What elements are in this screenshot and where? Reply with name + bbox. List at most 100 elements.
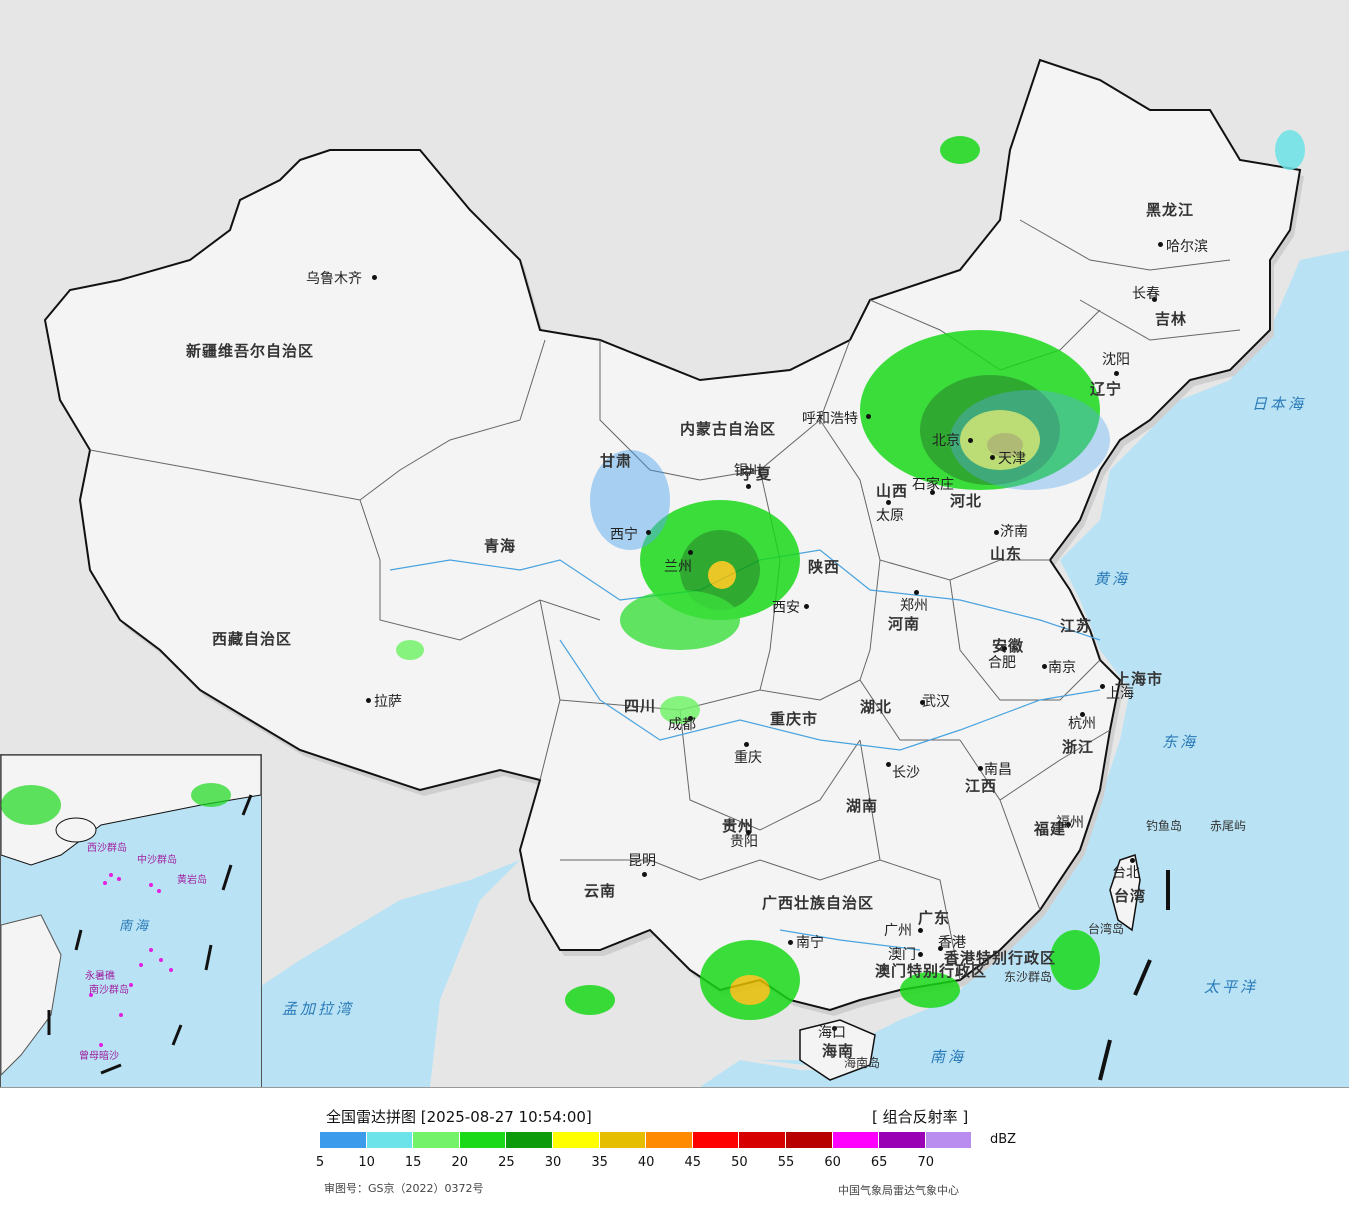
inset-canvas	[1, 755, 261, 1076]
approval-number: 审图号：GS京（2022）0372号	[324, 1182, 484, 1195]
color-tick-label: 65	[870, 1155, 888, 1170]
city-label: 济南	[1000, 524, 1028, 540]
province-label: 重庆市	[770, 710, 819, 728]
city-label: 重庆	[734, 750, 762, 766]
color-swatch	[925, 1132, 972, 1148]
city-dot	[1002, 646, 1007, 651]
city-label: 银川	[734, 463, 762, 479]
city-label: 北京	[932, 433, 960, 449]
color-tick-label: 15	[404, 1155, 422, 1170]
island-label: 赤尾屿	[1210, 819, 1247, 833]
province-label: 西藏自治区	[212, 630, 293, 648]
city-label: 长沙	[892, 765, 920, 781]
province-label: 四川	[624, 697, 657, 715]
city-dot	[920, 700, 925, 705]
city-dot	[1114, 371, 1119, 376]
city-dot	[1152, 297, 1157, 302]
city-label: 澳门	[888, 947, 916, 963]
city-dot	[746, 830, 751, 835]
sea-area	[760, 250, 1349, 1087]
city-label: 合肥	[988, 655, 1016, 671]
city-label: 福州	[1056, 815, 1084, 831]
city-dot	[688, 716, 693, 721]
city-label: 海口	[818, 1025, 846, 1041]
city-label: 太原	[876, 508, 904, 524]
city-label: 沈阳	[1102, 352, 1130, 368]
echo	[730, 975, 770, 1005]
province-label: 福建	[1034, 820, 1067, 838]
province-label: 上海市	[1115, 670, 1164, 688]
color-swatch	[832, 1132, 879, 1148]
taiwan-island	[1109, 854, 1141, 932]
city-dot	[930, 490, 935, 495]
city-dot	[366, 698, 371, 703]
dash-line	[1098, 870, 1170, 1081]
echo	[396, 640, 424, 660]
legend-panel: 全国雷达拼图 [2025-08-27 10:54:00] [ 组合反射率 ] d…	[0, 1088, 1349, 1208]
city-dot	[918, 952, 923, 957]
sea-label: 东海	[1162, 733, 1199, 751]
city-label: 郑州	[900, 598, 928, 614]
inset-island-label: 西沙群岛	[87, 843, 127, 854]
sea-label: 黄海	[1094, 570, 1131, 588]
city-dot	[938, 946, 943, 951]
inset-island-label: 中沙群岛	[137, 855, 177, 866]
province-label: 内蒙古自治区	[680, 420, 777, 438]
echo	[1275, 130, 1305, 170]
color-swatch	[320, 1132, 366, 1148]
city-label: 武汉	[922, 694, 950, 710]
island-label: 海南岛	[844, 1056, 881, 1070]
province-label: 山东	[990, 545, 1023, 563]
inset-island-label: 南沙群岛	[89, 985, 129, 996]
city-dot	[744, 742, 749, 747]
echo	[708, 561, 736, 589]
echo	[620, 590, 740, 650]
city-label: 西宁	[610, 527, 638, 543]
province-label: 贵州	[722, 817, 755, 835]
color-swatch	[599, 1132, 646, 1148]
province-label: 广西壮族自治区	[762, 894, 875, 912]
radar-echoes	[396, 130, 1305, 1020]
color-tick-label: 70	[917, 1155, 935, 1170]
color-tick-label: 50	[731, 1155, 748, 1170]
color-tick-label: 60	[824, 1155, 841, 1170]
province-label: 黑龙江	[1146, 201, 1195, 219]
color-swatch	[692, 1132, 739, 1148]
sea-label: 孟加拉湾	[282, 1000, 355, 1018]
province-label: 甘肃	[600, 452, 633, 470]
color-tick-label: 20	[451, 1155, 469, 1170]
city-label: 哈尔滨	[1166, 239, 1208, 255]
city-dot	[1042, 664, 1047, 669]
source-credit: 中国气象局雷达气象中心	[838, 1184, 959, 1197]
legend-title: 全国雷达拼图 [2025-08-27 10:54:00]	[326, 1108, 592, 1126]
city-label: 南京	[1048, 660, 1076, 676]
city-dot	[886, 500, 891, 505]
city-dot	[788, 940, 793, 945]
sea-area-gulf	[700, 1060, 1000, 1087]
city-label: 成都	[668, 717, 696, 733]
color-swatch	[879, 1132, 925, 1148]
city-label: 杭州	[1068, 716, 1096, 732]
color-swatch	[786, 1132, 832, 1148]
color-tick-label: 45	[684, 1155, 702, 1170]
province-label: 吉林	[1155, 310, 1188, 328]
province-label: 山西	[876, 482, 909, 500]
color-swatch	[553, 1132, 599, 1148]
city-dot	[886, 762, 891, 767]
province-label: 湖南	[846, 797, 879, 815]
city-dot	[642, 872, 647, 877]
city-dot	[746, 484, 751, 489]
sea-label: 日本海	[1252, 395, 1307, 413]
province-label: 海南	[822, 1042, 855, 1060]
city-label: 天津	[998, 451, 1026, 467]
island-label: 钓鱼岛	[1146, 819, 1183, 833]
color-swatch	[506, 1132, 552, 1148]
city-dot	[914, 590, 919, 595]
province-label: 江苏	[1060, 617, 1093, 635]
color-tick-label: 5	[315, 1155, 325, 1170]
echo	[940, 136, 980, 164]
province-label: 河北	[950, 492, 983, 510]
province-label: 江西	[965, 777, 998, 795]
inset-island-label: 永暑礁	[85, 971, 115, 982]
city-label: 拉萨	[374, 694, 402, 710]
